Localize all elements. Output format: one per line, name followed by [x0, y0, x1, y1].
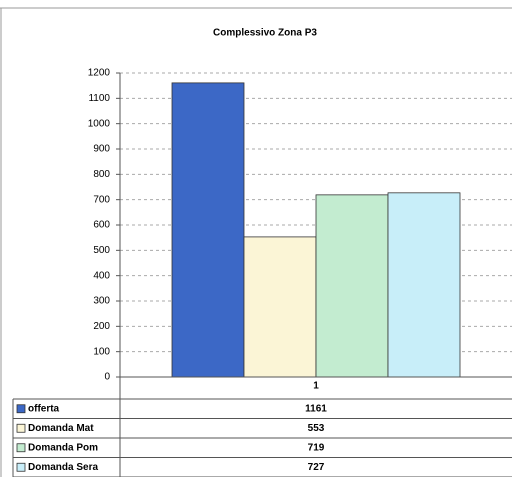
- table-value: 553: [308, 423, 325, 434]
- y-tick-label: 500: [93, 245, 110, 256]
- legend-swatch: [16, 443, 26, 453]
- y-tick-label: 700: [93, 194, 110, 205]
- y-tick-label: 100: [93, 346, 110, 357]
- y-tick-label: 600: [93, 220, 110, 231]
- legend-swatch: [16, 423, 26, 433]
- y-tick-label: 300: [93, 296, 110, 307]
- legend-label: Domanda Mat: [28, 423, 94, 434]
- bar: [243, 236, 317, 378]
- table-value: 727: [308, 462, 325, 473]
- table-value: 1161: [305, 403, 327, 414]
- y-tick-label: 200: [93, 321, 110, 332]
- chart-title: Complessivo Zona P3: [213, 28, 317, 39]
- y-tick-label: 0: [104, 372, 110, 383]
- bar: [315, 194, 389, 378]
- legend-swatch: [16, 404, 26, 414]
- legend-label: Domanda Pom: [28, 442, 98, 453]
- y-tick-label: 1000: [88, 118, 111, 129]
- bar: [171, 82, 245, 378]
- x-tick-label: 1: [313, 381, 319, 392]
- legend-label: offerta: [28, 403, 60, 414]
- table-value: 719: [308, 442, 325, 453]
- legend-label: Domanda Sera: [28, 462, 98, 473]
- legend-swatch: [16, 462, 26, 472]
- y-tick-label: 1100: [88, 93, 110, 104]
- y-tick-label: 900: [93, 144, 110, 155]
- y-tick-label: 800: [93, 169, 110, 180]
- bar: [387, 192, 461, 378]
- y-tick-label: 1200: [88, 68, 111, 79]
- y-tick-label: 400: [93, 270, 110, 281]
